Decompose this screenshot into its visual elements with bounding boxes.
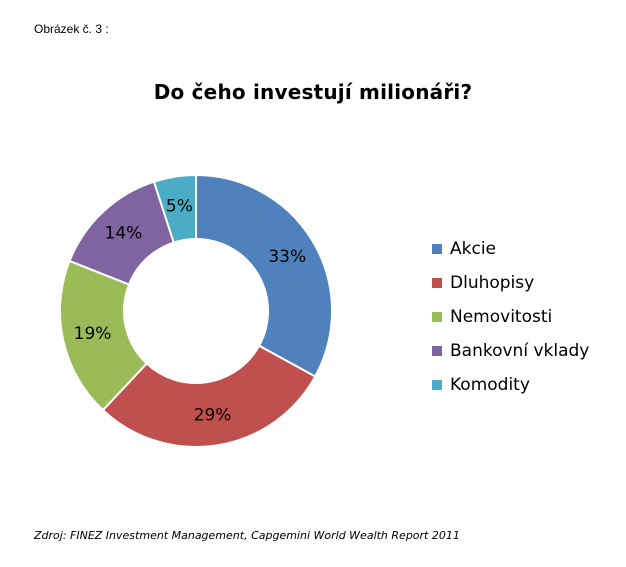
- chart-slices: [59, 173, 333, 448]
- legend-swatch: [432, 346, 442, 356]
- legend-label: Nemovitosti: [450, 307, 553, 327]
- slice-label-bankovní-vklady: 14%: [105, 224, 143, 244]
- legend-label: Dluhopisy: [450, 273, 535, 293]
- slice-komodity: [152, 173, 197, 244]
- figure-caption: Obrázek č. 3 :: [34, 22, 109, 36]
- legend-item-dluhopisy: Dluhopisy: [432, 266, 589, 300]
- slice-dluhopisy: [101, 344, 317, 448]
- legend-label: Komodity: [450, 375, 530, 395]
- legend-item-akcie: Akcie: [432, 232, 589, 266]
- slice-akcie: [195, 173, 333, 378]
- legend-swatch: [432, 380, 442, 390]
- legend-swatch: [432, 278, 442, 288]
- legend-label: Bankovní vklady: [450, 341, 590, 361]
- legend-swatch: [432, 312, 442, 322]
- legend-item-nemovitosti: Nemovitosti: [432, 300, 589, 334]
- legend-item-komodity: Komodity: [432, 368, 589, 402]
- slice-label-komodity: 5%: [166, 196, 193, 216]
- chart-legend: Akcie Dluhopisy Nemovitosti Bankovní vklady…: [432, 232, 589, 402]
- legend-swatch: [432, 244, 442, 254]
- legend-item-bankovní-vklady: Bankovní vklady: [432, 334, 589, 368]
- slice-label-nemovitosti: 19%: [74, 324, 112, 344]
- slice-label-dluhopisy: 29%: [194, 406, 232, 426]
- legend-label: Akcie: [450, 239, 497, 259]
- source-note: Zdroj: FINEZ Investment Management, Capg…: [34, 529, 460, 542]
- slice-label-akcie: 33%: [268, 247, 306, 267]
- chart-title: Do čeho investují milionáři?: [153, 80, 473, 104]
- chart-slice-labels: 33% 29% 19% 14% 5%: [74, 196, 306, 425]
